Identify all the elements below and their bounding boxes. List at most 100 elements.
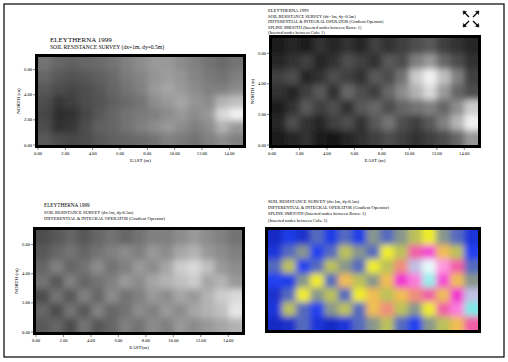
x-tick bbox=[36, 335, 37, 337]
cell bbox=[368, 69, 382, 85]
cell bbox=[352, 230, 367, 245]
cell bbox=[296, 287, 311, 302]
x-tick-label: 4.00 bbox=[89, 151, 98, 156]
cell bbox=[50, 317, 64, 332]
cell bbox=[272, 38, 286, 54]
cell bbox=[422, 273, 437, 288]
cell bbox=[437, 99, 451, 115]
cell bbox=[324, 316, 339, 330]
cell bbox=[464, 114, 478, 130]
cell bbox=[313, 84, 327, 100]
y-tick bbox=[31, 244, 33, 245]
cell bbox=[175, 82, 189, 95]
x-tick-label: 12.00 bbox=[432, 151, 443, 156]
cell bbox=[175, 57, 189, 70]
cell bbox=[173, 245, 187, 260]
cell bbox=[65, 120, 79, 133]
y-tick bbox=[33, 119, 35, 120]
cell bbox=[93, 70, 107, 83]
cell bbox=[338, 259, 353, 274]
cell bbox=[65, 57, 79, 70]
cell bbox=[327, 130, 341, 145]
cell bbox=[187, 303, 201, 318]
cell bbox=[366, 259, 381, 274]
cell bbox=[464, 273, 478, 288]
cell bbox=[52, 132, 66, 145]
cell bbox=[396, 84, 410, 100]
cell bbox=[160, 317, 174, 332]
cell bbox=[282, 301, 297, 316]
cell bbox=[408, 273, 423, 288]
cell bbox=[134, 95, 148, 108]
cell bbox=[310, 230, 325, 245]
x-tick-label: 4.00 bbox=[323, 151, 332, 156]
cell bbox=[422, 244, 437, 259]
cell bbox=[38, 120, 52, 133]
cell bbox=[134, 132, 148, 145]
cell bbox=[215, 288, 229, 303]
cell bbox=[91, 274, 105, 289]
cell bbox=[437, 114, 451, 130]
cell bbox=[286, 84, 300, 100]
cell bbox=[352, 244, 367, 259]
cell bbox=[147, 82, 161, 95]
cell bbox=[408, 230, 423, 245]
cell bbox=[36, 274, 50, 289]
cell bbox=[380, 259, 395, 274]
cell bbox=[396, 69, 410, 85]
cell bbox=[118, 288, 132, 303]
y-tick-label: 6.00 bbox=[258, 51, 267, 56]
cell bbox=[160, 245, 174, 260]
cell bbox=[313, 114, 327, 130]
cell bbox=[173, 317, 187, 332]
cell bbox=[120, 57, 134, 70]
cell bbox=[296, 259, 311, 274]
cell bbox=[91, 230, 105, 245]
panel: ELEYTHERNA 1999SOIL RESISTANCE SURVEY (d… bbox=[16, 36, 257, 163]
cell bbox=[228, 245, 242, 260]
cell bbox=[52, 70, 66, 83]
cell bbox=[79, 95, 93, 108]
cell bbox=[202, 95, 216, 108]
cell bbox=[451, 53, 465, 69]
cell bbox=[268, 301, 283, 316]
x-tick-label: 2.00 bbox=[61, 151, 70, 156]
x-tick bbox=[272, 148, 273, 150]
y-tick-label: 0.00 bbox=[22, 330, 31, 335]
cell bbox=[354, 99, 368, 115]
subtitle: DIFFERENTIAL & INTEGRAL OPERATOR (Gradie… bbox=[268, 19, 384, 24]
x-tick bbox=[65, 148, 66, 150]
cell bbox=[341, 38, 355, 54]
compass-icon bbox=[463, 11, 479, 27]
cell bbox=[437, 53, 451, 69]
cell bbox=[422, 287, 437, 302]
cell bbox=[380, 287, 395, 302]
cell bbox=[202, 82, 216, 95]
cell bbox=[282, 273, 297, 288]
cell bbox=[202, 107, 216, 120]
cell bbox=[106, 107, 120, 120]
x-tick-label: 2.00 bbox=[295, 151, 304, 156]
cell bbox=[324, 273, 339, 288]
cell bbox=[354, 38, 368, 54]
cell bbox=[338, 301, 353, 316]
cell bbox=[187, 230, 201, 245]
cell bbox=[366, 287, 381, 302]
cell bbox=[160, 230, 174, 245]
cell bbox=[52, 107, 66, 120]
cell bbox=[268, 244, 283, 259]
y-tick-label: 6.00 bbox=[22, 242, 31, 247]
cell bbox=[77, 303, 91, 318]
cell bbox=[118, 317, 132, 332]
cell bbox=[380, 316, 395, 330]
cell bbox=[423, 84, 437, 100]
cell bbox=[368, 130, 382, 145]
cell bbox=[77, 230, 91, 245]
cell bbox=[354, 130, 368, 145]
cell bbox=[118, 259, 132, 274]
cell bbox=[437, 84, 451, 100]
heatmap bbox=[36, 230, 242, 332]
cell bbox=[50, 245, 64, 260]
cell bbox=[229, 132, 243, 145]
cell bbox=[63, 230, 77, 245]
